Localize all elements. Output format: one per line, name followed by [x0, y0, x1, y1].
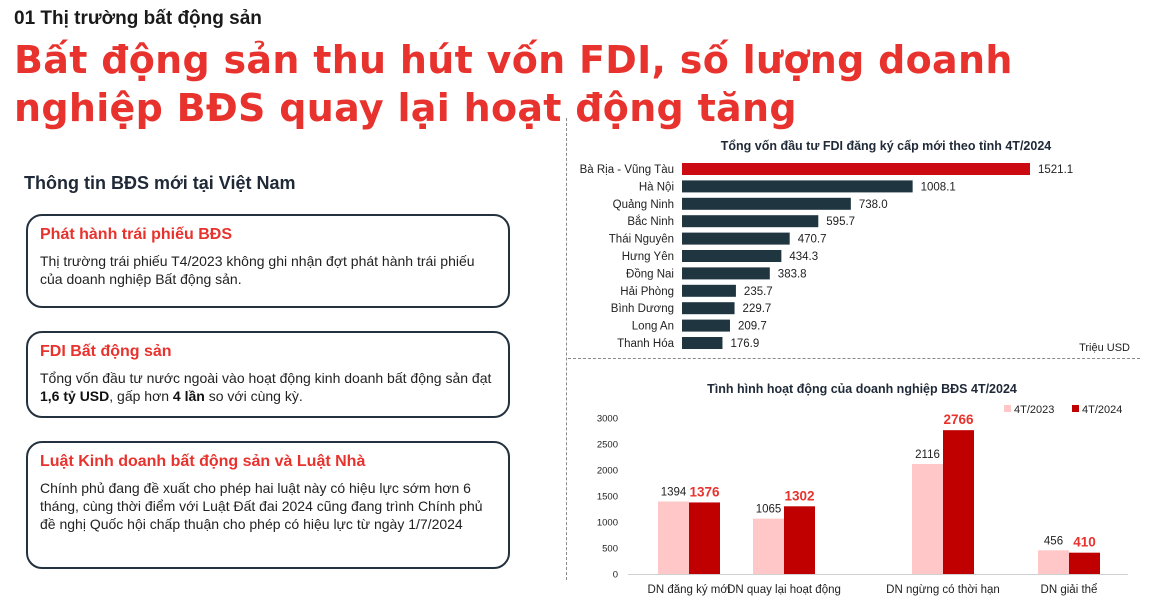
- bar: [753, 518, 784, 574]
- y-tick-label: 1000: [597, 518, 618, 529]
- bond-issuance-card: Phát hành trái phiếu BĐS Thị trường trái…: [26, 214, 510, 308]
- body-text: so với cùng kỳ.: [204, 388, 303, 404]
- category-label: Thanh Hóa: [617, 338, 675, 350]
- category-label: Thái Nguyên: [609, 234, 674, 246]
- fdi-by-province-chart: Tổng vốn đầu tư FDI đăng ký cấp mới theo…: [580, 139, 1130, 354]
- category-label: Đồng Nai: [626, 268, 674, 280]
- vertical-divider: [566, 118, 567, 580]
- bar: [682, 284, 736, 297]
- data-label: 383.8: [778, 268, 807, 280]
- bar: [1038, 550, 1069, 574]
- unit-label: Triệu USD: [1079, 342, 1130, 354]
- bar: [682, 215, 819, 228]
- data-label: 209.7: [738, 321, 767, 333]
- bar: [943, 430, 974, 574]
- data-label: 2116: [915, 449, 940, 461]
- data-label: 1376: [689, 484, 720, 499]
- data-label: 1394: [661, 487, 687, 499]
- data-label: 176.9: [730, 338, 759, 350]
- y-tick-label: 2500: [597, 440, 618, 451]
- data-label: 595.7: [826, 216, 855, 228]
- legend-label: 4T/2023: [1014, 404, 1054, 416]
- panel-heading: Thông tin BĐS mới tại Việt Nam: [24, 173, 296, 193]
- y-tick-label: 3000: [597, 414, 618, 425]
- body-text: , gấp hơn: [109, 388, 173, 404]
- fdi-multiplier: 4 lần: [172, 388, 205, 404]
- data-label: 1065: [756, 504, 782, 516]
- bar: [682, 180, 913, 193]
- category-label: DN quay lại hoạt động: [727, 584, 841, 596]
- horizontal-divider: [568, 358, 1140, 359]
- bar: [1069, 552, 1100, 574]
- bar: [912, 463, 943, 574]
- data-label: 410: [1073, 535, 1096, 550]
- fdi-amount: 1,6 tỷ USD: [40, 388, 110, 404]
- bar: [682, 319, 730, 332]
- data-label: 470.7: [798, 234, 827, 246]
- card-title: FDI Bất động sản: [40, 343, 172, 360]
- page-title: Bất động sản thu hút vốn FDI, số lượng d…: [14, 38, 1013, 130]
- business-activity-chart: Tình hình hoạt động của doanh nghiệp BĐS…: [597, 382, 1128, 596]
- category-label: Hải Phòng: [620, 286, 674, 298]
- data-label: 2766: [943, 412, 974, 427]
- bar: [682, 232, 790, 245]
- fdi-card: FDI Bất động sản Tổng vốn đầu tư nước ng…: [26, 331, 510, 418]
- card-title: Luật Kinh doanh bất động sản và Luật Nhà: [40, 453, 366, 470]
- category-label: Bà Rịa - Vũng Tàu: [580, 164, 674, 176]
- category-label: DN đăng ký mới: [648, 584, 731, 596]
- data-label: 229.7: [743, 303, 772, 315]
- chart-title: Tình hình hoạt động của doanh nghiệp BĐS…: [707, 382, 1017, 396]
- legend-swatch: [1072, 405, 1079, 412]
- body-text: Tổng vốn đầu tư nước ngoài vào hoạt động…: [40, 370, 492, 386]
- category-label: Quảng Ninh: [613, 199, 674, 211]
- data-label: 738.0: [859, 199, 888, 211]
- housing-law-card: Luật Kinh doanh bất động sản và Luật Nhà…: [26, 441, 510, 569]
- y-tick-label: 1500: [597, 492, 618, 503]
- data-label: 434.3: [789, 251, 818, 263]
- bar: [682, 163, 1030, 175]
- category-label: Bắc Ninh: [627, 215, 674, 228]
- category-label: DN giải thể: [1041, 584, 1098, 596]
- y-tick-label: 2000: [597, 466, 618, 477]
- bar: [682, 302, 735, 315]
- bar: [784, 506, 815, 574]
- card-body: Chính phủ đang đề xuất cho phép hai luật…: [40, 480, 483, 532]
- data-label: 456: [1044, 535, 1063, 547]
- y-tick-label: 500: [602, 544, 618, 555]
- category-label: Long An: [632, 321, 674, 333]
- bar: [682, 250, 782, 262]
- bar: [682, 337, 723, 349]
- data-label: 1008.1: [921, 181, 956, 193]
- data-label: 235.7: [744, 286, 773, 298]
- section-label: 01 Thị trường bất động sản: [14, 8, 262, 29]
- card-body: Tổng vốn đầu tư nước ngoài vào hoạt động…: [40, 369, 494, 405]
- bar: [682, 197, 851, 210]
- y-tick-label: 0: [613, 570, 618, 581]
- bar: [682, 267, 770, 280]
- data-label: 1302: [784, 488, 814, 503]
- category-label: Bình Dương: [611, 303, 674, 315]
- bar: [689, 502, 720, 574]
- category-label: Hưng Yên: [622, 251, 674, 263]
- legend-label: 4T/2024: [1082, 404, 1122, 416]
- card-body: Thị trường trái phiếu T4/2023 không ghi …: [40, 253, 475, 287]
- category-label: Hà Nội: [639, 181, 674, 193]
- legend-swatch: [1004, 405, 1011, 412]
- data-label: 1521.1: [1038, 164, 1073, 176]
- category-label: DN ngừng có thời hạn: [886, 584, 1000, 596]
- bar: [658, 501, 689, 574]
- card-title: Phát hành trái phiếu BĐS: [40, 226, 233, 243]
- chart-title: Tổng vốn đầu tư FDI đăng ký cấp mới theo…: [721, 139, 1052, 153]
